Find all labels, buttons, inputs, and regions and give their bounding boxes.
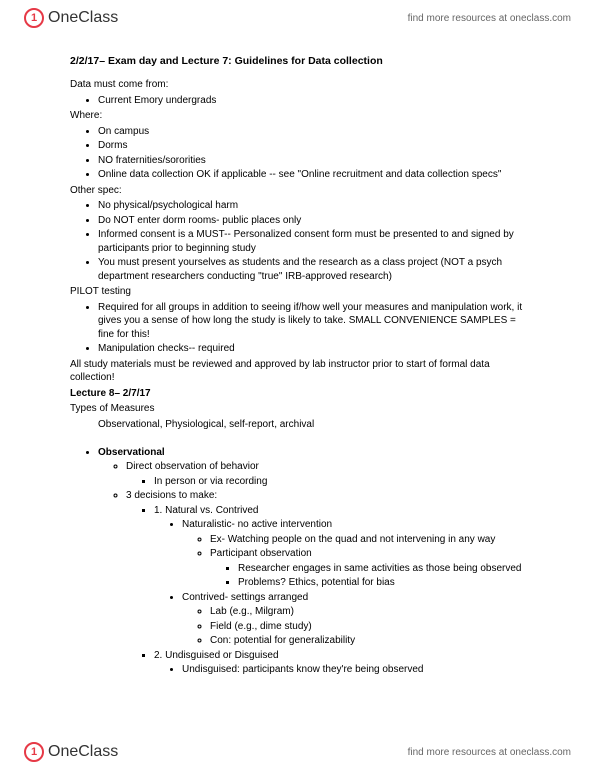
pilot-label: PILOT testing	[70, 285, 525, 299]
list-item: Dorms	[98, 139, 525, 153]
decision-1: 1. Natural vs. Contrived	[154, 505, 259, 516]
list-item: Undisguised: participants know they're b…	[182, 663, 525, 677]
observational-root: Observational Direct observation of beha…	[70, 446, 525, 677]
list-item: Ex- Watching people on the quad and not …	[210, 533, 525, 547]
page-footer: 1 OneClass find more resources at onecla…	[0, 734, 595, 770]
brand-logo: 1 OneClass	[24, 8, 118, 28]
types-list-text: Observational, Physiological, self-repor…	[70, 418, 525, 432]
other-spec-label: Other spec:	[70, 184, 525, 198]
list-item: No physical/psychological harm	[98, 199, 525, 213]
list-item: You must present yourselves as students …	[98, 256, 525, 283]
list-item: NO fraternities/sororities	[98, 154, 525, 168]
page-title: 2/2/17– Exam day and Lecture 7: Guidelin…	[70, 54, 525, 68]
other-spec-list: No physical/psychological harm Do NOT en…	[70, 199, 525, 283]
list-item: In person or via recording	[154, 475, 525, 489]
naturalistic: Naturalistic- no active intervention	[182, 519, 332, 530]
data-from-list: Current Emory undergrads	[70, 94, 525, 108]
contrived: Contrived- settings arranged	[182, 592, 308, 603]
list-item: 1. Natural vs. Contrived Naturalistic- n…	[154, 504, 525, 648]
obs-direct: Direct observation of behavior	[126, 461, 259, 472]
footer-tagline: find more resources at oneclass.com	[408, 747, 571, 758]
review-note: All study materials must be reviewed and…	[70, 358, 525, 385]
brand-name: OneClass	[48, 9, 118, 27]
where-list: On campus Dorms NO fraternities/sororiti…	[70, 125, 525, 182]
logo-icon: 1	[24, 8, 44, 28]
document-body: 2/2/17– Exam day and Lecture 7: Guidelin…	[0, 36, 595, 718]
list-item: 2. Undisguised or Disguised Undisguised:…	[154, 649, 525, 677]
list-item: Do NOT enter dorm rooms- public places o…	[98, 214, 525, 228]
observational-heading: Observational Direct observation of beha…	[98, 446, 525, 677]
list-item: Current Emory undergrads	[98, 94, 525, 108]
list-item: Participant observation Researcher engag…	[210, 547, 525, 590]
obs-decisions: 3 decisions to make:	[126, 490, 217, 501]
list-item: Manipulation checks-- required	[98, 342, 525, 356]
list-item: Naturalistic- no active intervention Ex-…	[182, 518, 525, 590]
list-item: On campus	[98, 125, 525, 139]
data-from-label: Data must come from:	[70, 78, 525, 92]
list-item: Researcher engages in same activities as…	[238, 562, 525, 576]
where-label: Where:	[70, 109, 525, 123]
list-item: Informed consent is a MUST-- Personalize…	[98, 228, 525, 255]
list-item: Lab (e.g., Milgram)	[210, 605, 525, 619]
list-item: Con: potential for generalizability	[210, 634, 525, 648]
list-item: Contrived- settings arranged Lab (e.g., …	[182, 591, 525, 648]
list-item: 3 decisions to make: 1. Natural vs. Cont…	[126, 489, 525, 677]
list-item: Online data collection OK if applicable …	[98, 168, 525, 182]
list-item: Problems? Ethics, potential for bias	[238, 576, 525, 590]
lecture8-label: Lecture 8– 2/7/17	[70, 387, 525, 401]
page-header: 1 OneClass find more resources at onecla…	[0, 0, 595, 36]
decision-2: 2. Undisguised or Disguised	[154, 650, 279, 661]
list-item: Required for all groups in addition to s…	[98, 301, 525, 342]
logo-icon: 1	[24, 742, 44, 762]
list-item: Direct observation of behavior In person…	[126, 460, 525, 488]
brand-name-footer: OneClass	[48, 743, 118, 761]
participant-obs: Participant observation	[210, 548, 312, 559]
obs-heading-text: Observational	[98, 447, 165, 458]
header-tagline: find more resources at oneclass.com	[408, 13, 571, 24]
pilot-list: Required for all groups in addition to s…	[70, 301, 525, 356]
list-item: Field (e.g., dime study)	[210, 620, 525, 634]
types-label: Types of Measures	[70, 402, 525, 416]
brand-logo-footer: 1 OneClass	[24, 742, 118, 762]
